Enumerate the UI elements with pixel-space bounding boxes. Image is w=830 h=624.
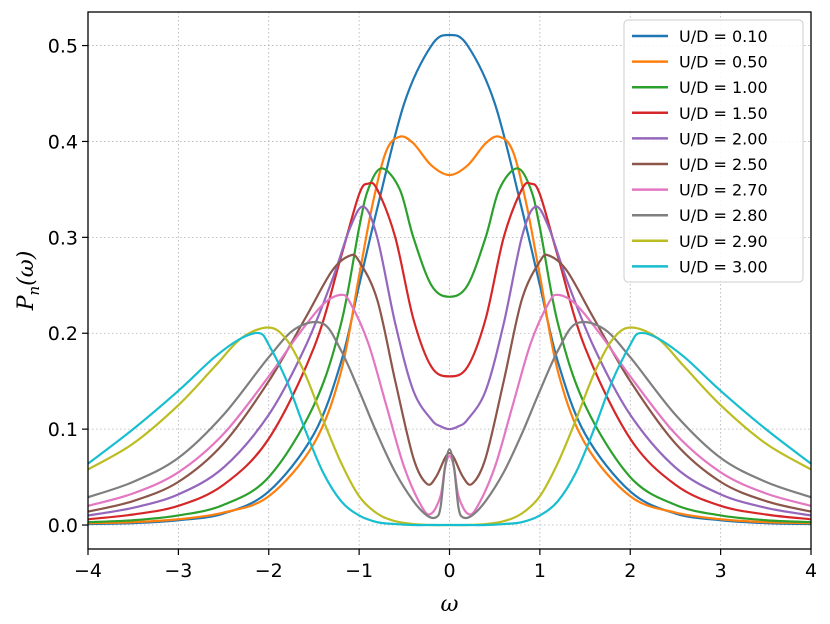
y-axis-label-sub: n: [25, 286, 43, 296]
series-line-5: [87, 253, 812, 513]
legend-label: U/D = 2.90: [679, 232, 768, 251]
y-tick-label: 0.3: [48, 227, 78, 249]
legend-box: [623, 19, 804, 283]
series-line-1: [87, 135, 812, 525]
y-tick-label: 0.1: [48, 419, 78, 441]
legend-label: U/D = 3.00: [679, 257, 768, 276]
series-line-6: [87, 293, 812, 516]
legend-label: U/D = 0.10: [679, 27, 768, 46]
y-tick-label: 0.0: [48, 515, 78, 537]
series-line-0: [87, 33, 812, 526]
y-axis-label-text: Pn(ω): [14, 251, 43, 312]
legend-label: U/D = 2.80: [679, 206, 768, 225]
x-tick-label: −3: [164, 560, 192, 582]
legend-label: U/D = 2.50: [679, 155, 768, 174]
legend-label: U/D = 2.00: [679, 129, 768, 148]
legend-label: U/D = 2.70: [679, 181, 768, 200]
x-tick-label: 3: [715, 560, 727, 582]
x-tick-label: 0: [443, 560, 455, 582]
y-axis-label-rest: (ω): [14, 251, 39, 286]
y-tick-label: 0.2: [48, 323, 78, 345]
ticks: −4 −3 −2 −1 0 1 2 3 4 0.0 0.1 0.2 0.3 0.4 0.5: [48, 36, 817, 582]
x-tick-label: −2: [255, 560, 283, 582]
legend-label: U/D = 0.50: [679, 53, 768, 72]
y-axis-label-main: P: [14, 294, 39, 311]
series-line-4: [87, 205, 812, 517]
x-axis-label: ω: [441, 592, 459, 617]
y-tick-label: 0.5: [48, 36, 78, 58]
series-line-9: [87, 331, 812, 527]
x-tick-label: −4: [74, 560, 102, 582]
series-line-2: [87, 167, 812, 524]
x-tick-label: 2: [624, 560, 636, 582]
legend-label: U/D = 1.00: [679, 78, 768, 97]
y-tick-label: 0.4: [48, 131, 78, 153]
x-tick-label: 1: [534, 560, 546, 582]
y-axis-label: Pn(ω): [14, 251, 43, 312]
series-line-3: [87, 181, 812, 521]
legend-label: U/D = 1.50: [679, 104, 768, 123]
legend: U/D = 0.10 U/D = 0.50 U/D = 1.00 U/D = 1.50…: [623, 19, 804, 283]
x-tick-label: −1: [345, 560, 373, 582]
x-tick-label: 4: [805, 560, 817, 582]
plot-area: [87, 33, 812, 527]
series-line-7: [87, 320, 812, 520]
